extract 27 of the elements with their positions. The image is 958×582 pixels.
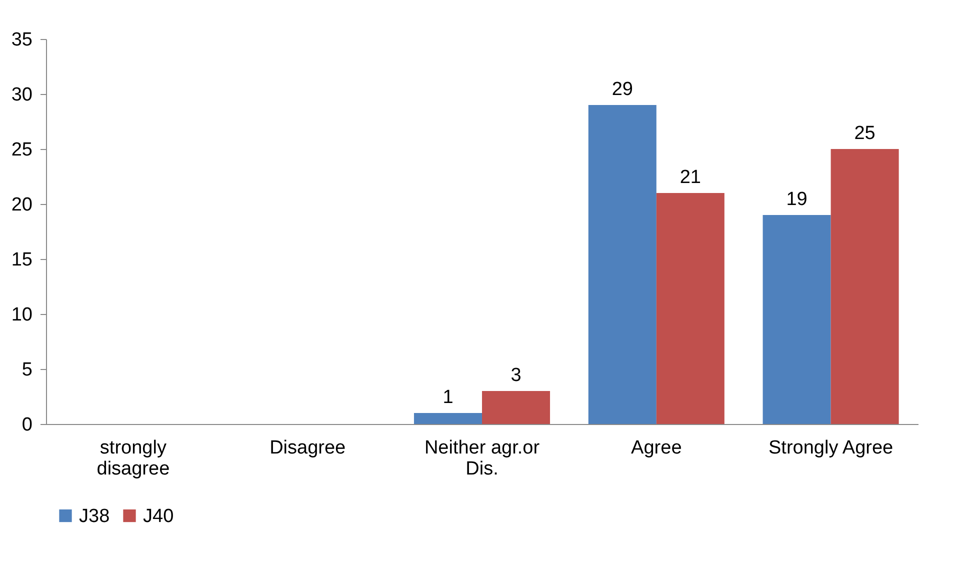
bar	[762, 215, 831, 424]
legend-label: J38	[79, 506, 110, 527]
x-tick-label: Disagree	[270, 438, 346, 458]
x-tick-label: Strongly Agree	[768, 438, 894, 458]
bar	[656, 193, 724, 424]
y-tick-label: 35	[11, 30, 32, 50]
bar	[588, 105, 656, 424]
y-tick-label: 0	[22, 414, 32, 436]
y-tick-label: 15	[11, 250, 32, 270]
data-label: 21	[680, 167, 701, 188]
x-tick-label: strongly disagree	[96, 438, 170, 480]
y-tick-label: 5	[22, 360, 32, 380]
bar	[830, 149, 899, 424]
y-tick-label: 25	[11, 140, 32, 160]
data-label: 19	[786, 189, 808, 210]
x-tick-label: Agree	[631, 438, 682, 458]
data-label: 25	[854, 123, 876, 144]
bar	[414, 413, 482, 424]
y-tick-label: 30	[11, 84, 32, 106]
y-tick-label: 10	[11, 304, 32, 326]
data-label: 3	[510, 365, 522, 386]
data-label: 29	[612, 79, 633, 100]
y-tick-label: 20	[11, 194, 32, 216]
legend-label: J40	[143, 506, 174, 527]
x-tick-label: Neither agr.or Dis.	[424, 438, 540, 480]
bar	[482, 391, 550, 424]
data-label: 1	[442, 387, 454, 408]
